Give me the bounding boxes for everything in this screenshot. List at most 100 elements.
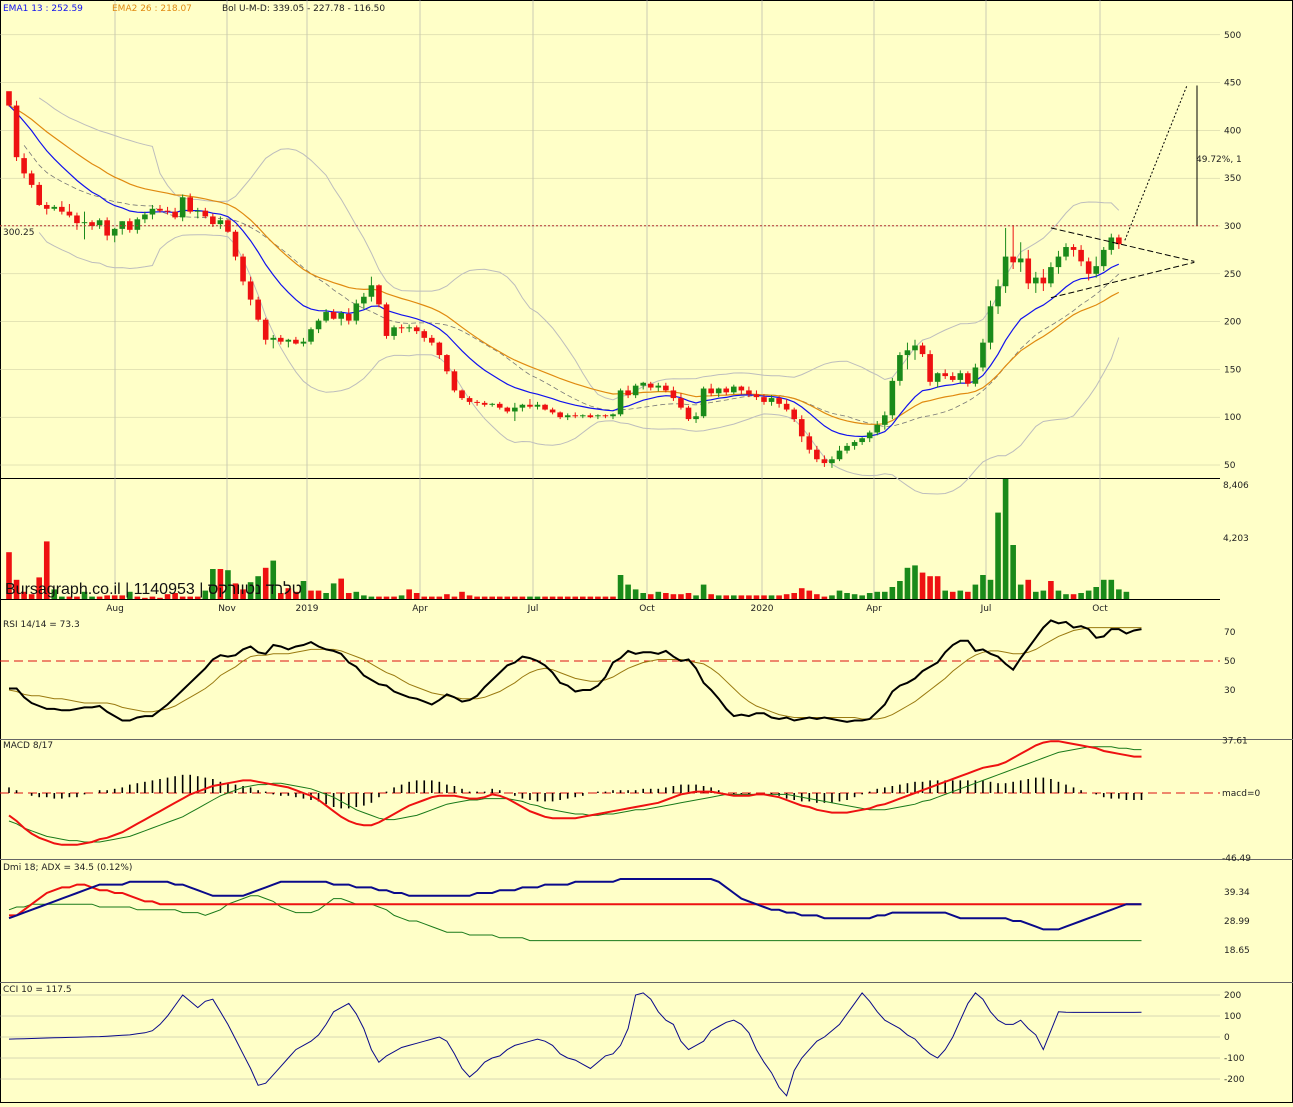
candle-body bbox=[1108, 237, 1115, 250]
volume-bar bbox=[527, 596, 533, 599]
time-tick-label: Oct bbox=[639, 604, 655, 614]
candle-body bbox=[300, 341, 307, 344]
volume-bar bbox=[308, 590, 314, 599]
candle-body bbox=[806, 436, 813, 450]
candle-body bbox=[391, 327, 397, 336]
volume-bar bbox=[874, 591, 881, 599]
candle-body bbox=[179, 197, 186, 218]
candle-body bbox=[617, 390, 624, 415]
candle-body bbox=[413, 327, 420, 332]
candle-body bbox=[262, 319, 269, 340]
time-axis: Aug Nov 2019 Apr Jul Oct 2020 Apr Jul Oct bbox=[106, 604, 1108, 614]
candle-body bbox=[1033, 277, 1039, 284]
volume-bar bbox=[557, 596, 563, 599]
candle-body bbox=[1055, 256, 1062, 268]
candle-body bbox=[421, 331, 428, 338]
macd-tick-label: macd=0 bbox=[1222, 789, 1260, 799]
candle-body bbox=[451, 371, 458, 391]
candle-body bbox=[1116, 237, 1122, 245]
candle-body bbox=[240, 256, 246, 282]
volume-bar bbox=[323, 593, 329, 599]
candle-body bbox=[776, 398, 782, 404]
volume-bar bbox=[564, 596, 571, 599]
volume-bar bbox=[731, 595, 737, 599]
candle-body bbox=[481, 402, 488, 405]
price-tick-label: 200 bbox=[1224, 318, 1241, 328]
ema1-header: EMA1 13 : 252.59 bbox=[3, 4, 83, 14]
volume-bar bbox=[489, 596, 495, 599]
volume-bar bbox=[179, 596, 186, 599]
candle-body bbox=[1017, 258, 1024, 263]
volume-bar bbox=[28, 594, 35, 599]
candle-body bbox=[655, 385, 662, 388]
volume-bar bbox=[285, 588, 292, 599]
volume-bar bbox=[1055, 590, 1062, 599]
candle-body bbox=[844, 445, 850, 451]
volume-bar bbox=[406, 589, 412, 599]
volume-bar bbox=[904, 567, 911, 599]
volume-bar bbox=[459, 591, 465, 599]
volume-bar bbox=[1100, 579, 1107, 599]
candle-body bbox=[398, 327, 405, 329]
candle-body bbox=[1040, 277, 1047, 284]
candle-body bbox=[798, 419, 805, 437]
volume-bar bbox=[768, 595, 775, 599]
candle-body bbox=[496, 403, 503, 408]
candle-body bbox=[753, 394, 760, 398]
candle-body bbox=[217, 220, 224, 225]
candle-body bbox=[194, 210, 201, 212]
cci-header: CCI 10 = 117.5 bbox=[3, 985, 72, 995]
volume-bar bbox=[602, 596, 609, 599]
candle-body bbox=[610, 414, 616, 417]
volume-bar bbox=[421, 596, 428, 599]
volume-bar bbox=[776, 595, 782, 599]
price-marker-label: 300.25 bbox=[3, 228, 35, 238]
volume-bar bbox=[1063, 594, 1069, 599]
macd-header: MACD 8/17 bbox=[3, 741, 53, 751]
volume-bar bbox=[572, 596, 579, 599]
triangle-upper-line bbox=[1050, 227, 1195, 262]
candle-body bbox=[202, 210, 209, 217]
rsi-tick-label: 50 bbox=[1224, 657, 1236, 667]
candle-body bbox=[21, 158, 27, 174]
volume-bar bbox=[194, 596, 201, 599]
candle-body bbox=[882, 415, 888, 425]
candle-body bbox=[640, 382, 646, 386]
candle-body bbox=[625, 390, 631, 396]
cci-tick-label: 0 bbox=[1224, 1033, 1230, 1043]
volume-bar bbox=[1116, 589, 1122, 599]
bollinger-bands bbox=[23, 97, 1120, 495]
price-tick-label: 50 bbox=[1224, 461, 1236, 471]
volume-bar bbox=[376, 596, 382, 599]
candle-body bbox=[96, 220, 103, 226]
candle-body bbox=[368, 285, 375, 297]
time-tick-label: Oct bbox=[1092, 604, 1108, 614]
price-tick-label: 300 bbox=[1224, 222, 1241, 232]
candle-body bbox=[1048, 267, 1054, 284]
candle-body bbox=[1002, 256, 1009, 287]
candle-body bbox=[323, 312, 329, 321]
volume-tick-label: 8,406 bbox=[1223, 481, 1249, 491]
candle-body bbox=[995, 286, 1001, 307]
candle-body bbox=[965, 373, 971, 384]
candle-body bbox=[119, 221, 126, 229]
volume-bar bbox=[919, 572, 926, 599]
volume-bar bbox=[36, 577, 42, 599]
candle-body bbox=[587, 415, 594, 418]
candle-body bbox=[632, 385, 639, 396]
volume-bar bbox=[829, 595, 835, 599]
candle-body bbox=[580, 415, 586, 417]
macd-tick-label: 37.61 bbox=[1222, 736, 1248, 746]
volume-bar bbox=[172, 593, 178, 599]
volume-bar bbox=[338, 578, 344, 599]
candle-body bbox=[647, 383, 654, 388]
candle-body bbox=[330, 312, 337, 319]
volume-bar bbox=[278, 593, 284, 599]
price-tick-label: 100 bbox=[1224, 413, 1241, 423]
volume-bar bbox=[1017, 584, 1024, 599]
candle-body bbox=[429, 337, 435, 343]
projection-line bbox=[1124, 85, 1188, 241]
volume-bars bbox=[6, 479, 1130, 599]
